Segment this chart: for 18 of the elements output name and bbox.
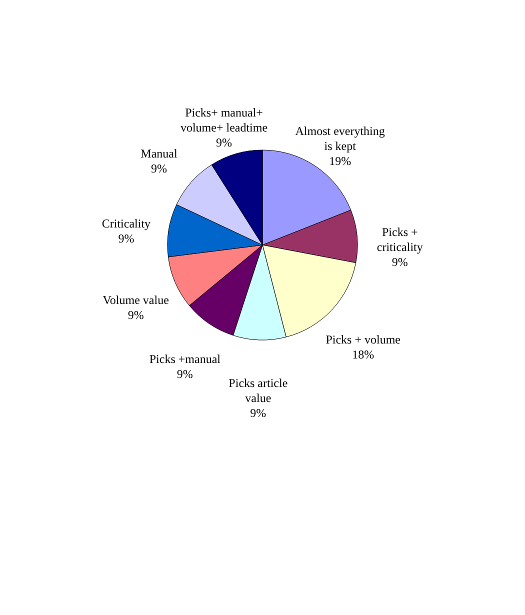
data-label: 9% <box>176 367 193 382</box>
data-label: 9% <box>392 255 408 270</box>
data-label: 19% <box>329 154 352 168</box>
slice-label: Picks article value <box>228 376 288 405</box>
slice-label: Manual <box>140 146 178 161</box>
slice-label: Volume value <box>102 292 169 307</box>
data-label: 18% <box>352 347 374 362</box>
slice-label: Criticality <box>102 216 151 230</box>
slice-label: Picks+ manual+ volume+ leadtime <box>180 105 268 134</box>
data-label: 9% <box>118 231 134 246</box>
data-label: 9% <box>216 135 232 150</box>
slice-label: Picks + criticality <box>376 225 423 254</box>
slice-label: Almost everything is kept <box>295 124 385 153</box>
data-label: 9% <box>250 406 266 420</box>
data-label: 9% <box>128 308 144 322</box>
data-label: 9% <box>150 162 167 176</box>
slice-label: Picks + volume <box>326 332 400 346</box>
slice-label: Picks +manual <box>149 352 222 366</box>
